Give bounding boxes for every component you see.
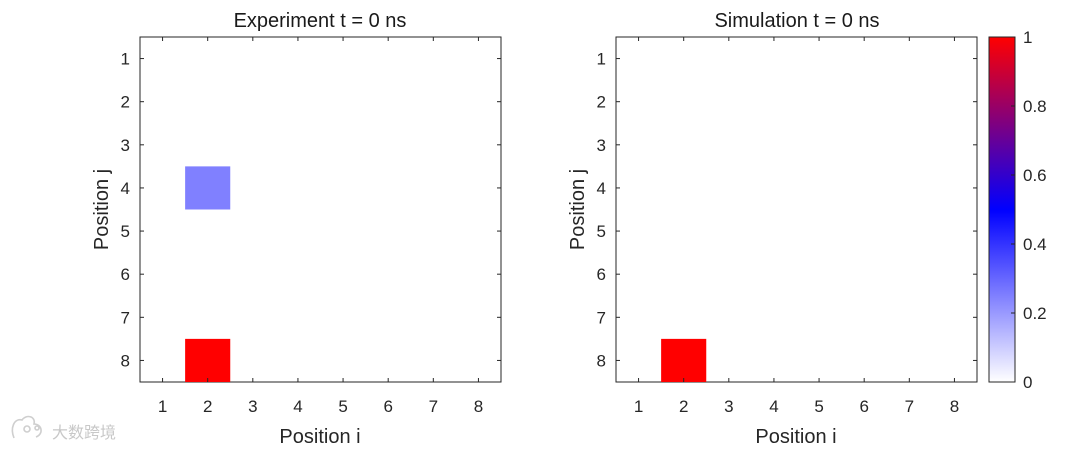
- y-tick-label: 1: [121, 50, 130, 69]
- experiment-y-ticks: 1 2 3 4 5 6 7 8: [121, 50, 501, 370]
- x-tick-label: 5: [338, 397, 347, 416]
- heatmap-cell: [661, 338, 707, 382]
- experiment-x-axis-label: Position i: [279, 426, 360, 448]
- x-tick-label: 2: [203, 397, 212, 416]
- watermark-logo-icon: [11, 415, 42, 439]
- y-tick-label: 7: [121, 308, 130, 327]
- y-tick-label: 3: [121, 136, 130, 155]
- y-tick-label: 7: [597, 308, 606, 327]
- y-tick-label: 8: [121, 351, 130, 370]
- y-tick-label: 8: [597, 351, 606, 370]
- x-tick-label: 8: [950, 397, 959, 416]
- y-tick-label: 6: [597, 265, 606, 284]
- x-tick-label: 2: [679, 397, 688, 416]
- y-tick-label: 5: [121, 222, 130, 241]
- colorbar-gradient: [988, 36, 1016, 383]
- x-tick-label: 7: [905, 397, 914, 416]
- colorbar-tick-label: 0.8: [1023, 97, 1047, 116]
- experiment-heatmap: Experiment t = 0 ns 1 2 3 4 5 6 7 8 1 2 3 4 5 6 7 8 Po…: [91, 10, 502, 448]
- watermark-text: 大数跨境: [52, 423, 116, 442]
- x-tick-label: 1: [158, 397, 167, 416]
- x-tick-label: 6: [383, 397, 392, 416]
- colorbar-tick-label: 0.4: [1023, 235, 1047, 254]
- y-tick-label: 5: [597, 222, 606, 241]
- watermark: 大数跨境: [11, 415, 116, 442]
- colorbar-tick-label: 0: [1023, 373, 1032, 392]
- colorbar-tick-label: 1: [1023, 28, 1032, 47]
- x-tick-label: 5: [814, 397, 823, 416]
- x-tick-label: 1: [634, 397, 643, 416]
- simulation-heatmap: Simulation t = 0 ns 1 2 3 4 5 6 7 8 1 2 3 4 5 6 7 8 Po…: [567, 10, 978, 448]
- x-tick-label: 3: [248, 397, 257, 416]
- y-tick-label: 1: [597, 50, 606, 69]
- colorbar: 0 0.2 0.4 0.6 0.8 1: [988, 28, 1047, 392]
- y-tick-label: 4: [597, 179, 606, 198]
- x-tick-label: 7: [429, 397, 438, 416]
- heatmap-cell: [185, 166, 231, 210]
- experiment-cells: [185, 166, 231, 382]
- experiment-x-ticks: 1 2 3 4 5 6 7 8: [158, 37, 483, 416]
- colorbar-ticks: 0 0.2 0.4 0.6 0.8 1: [1011, 28, 1047, 392]
- x-tick-label: 8: [474, 397, 483, 416]
- simulation-x-axis-label: Position i: [755, 426, 836, 448]
- x-tick-label: 6: [859, 397, 868, 416]
- colorbar-tick-label: 0.6: [1023, 166, 1047, 185]
- simulation-title: Simulation t = 0 ns: [714, 10, 879, 32]
- y-tick-label: 6: [121, 265, 130, 284]
- experiment-y-axis-label: Position j: [91, 169, 113, 250]
- colorbar-tick-label: 0.2: [1023, 304, 1047, 323]
- simulation-cells: [661, 338, 707, 382]
- y-tick-label: 3: [597, 136, 606, 155]
- heatmap-cell: [185, 338, 231, 382]
- experiment-title: Experiment t = 0 ns: [234, 10, 407, 32]
- simulation-x-ticks: 1 2 3 4 5 6 7 8: [634, 37, 959, 416]
- y-tick-label: 2: [597, 93, 606, 112]
- x-tick-label: 4: [769, 397, 778, 416]
- simulation-y-ticks: 1 2 3 4 5 6 7 8: [597, 50, 977, 370]
- y-tick-label: 2: [121, 93, 130, 112]
- simulation-plot-area: [615, 36, 978, 383]
- x-tick-label: 3: [724, 397, 733, 416]
- x-tick-label: 4: [293, 397, 302, 416]
- y-tick-label: 4: [121, 179, 130, 198]
- simulation-y-axis-label: Position j: [567, 169, 589, 250]
